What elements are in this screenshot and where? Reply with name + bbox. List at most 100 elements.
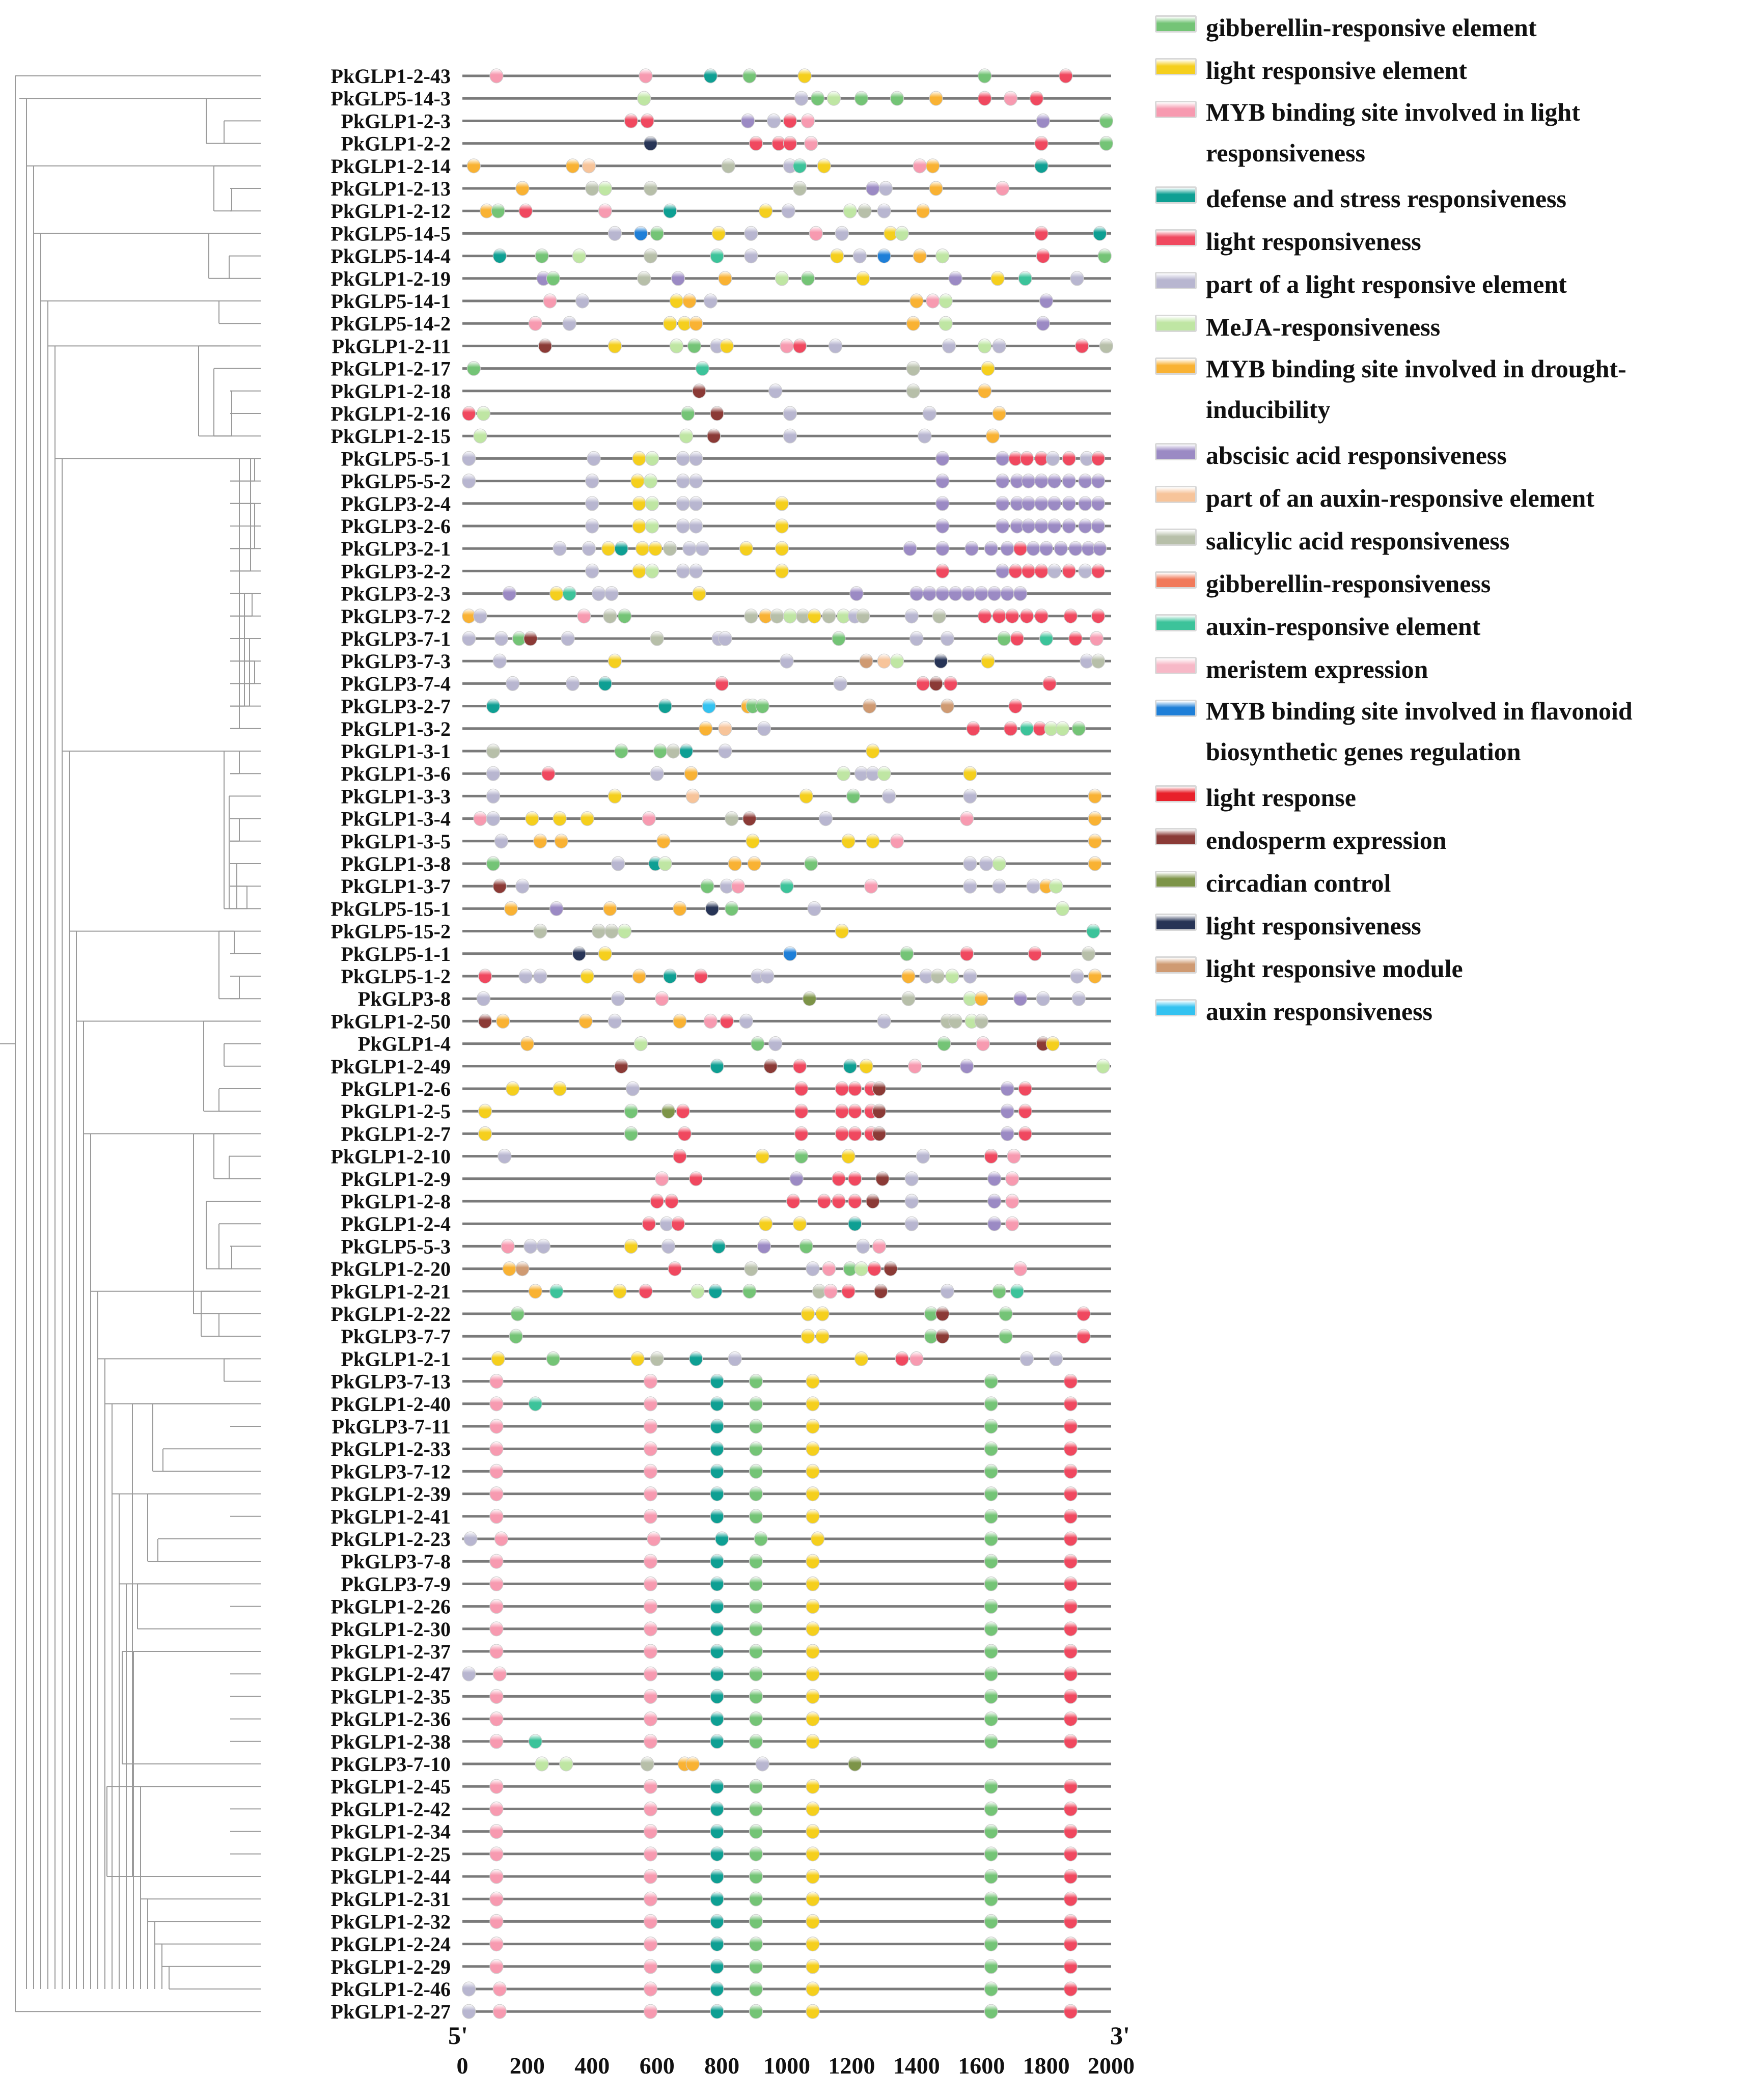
motif-myb_drought <box>554 834 568 849</box>
gene-label: PkGLP1-2-27 <box>330 2000 451 2023</box>
motif-defense <box>710 1891 724 1906</box>
motif-aba <box>849 586 864 601</box>
motif-gib <box>749 1396 763 1412</box>
gene-row: PkGLP1-2-16 <box>330 402 1111 425</box>
motif-light_resp <box>1077 1329 1091 1344</box>
motif-part_lre <box>473 609 487 624</box>
motif-part_lre <box>833 676 847 692</box>
motif-myb_light <box>823 1284 838 1299</box>
motif-gib <box>681 406 695 421</box>
motif-part_lre <box>462 473 476 489</box>
motif-light_resp <box>689 1171 703 1186</box>
motif-gib <box>984 1621 998 1637</box>
motif-light_resp <box>841 1284 856 1299</box>
gene-row: PkGLP1-2-45 <box>330 1775 1111 1798</box>
gene-label: PkGLP1-2-29 <box>330 1955 451 1978</box>
legend-swatch <box>1155 571 1197 589</box>
motif-part_lre <box>536 1238 550 1254</box>
gene-label: PkGLP5-5-1 <box>341 447 451 470</box>
gene-label: PkGLP1-2-42 <box>330 1798 451 1820</box>
motif-gib <box>1099 113 1114 128</box>
motif-defense <box>689 1351 703 1366</box>
motif-gib <box>854 91 869 106</box>
motif-lre <box>797 68 812 84</box>
gene-row: PkGLP1-2-33 <box>330 1438 1111 1460</box>
motif-endosperm <box>875 1171 890 1186</box>
motif-defense <box>710 1419 724 1434</box>
motif-part_lre <box>515 878 530 894</box>
gene-row: PkGLP5-5-2 <box>341 470 1111 493</box>
motif-light_resp <box>1063 1419 1078 1434</box>
motif-aba <box>935 451 950 466</box>
legend-label: auxin-responsive element <box>1206 612 1481 641</box>
motif-part_lre <box>689 451 703 466</box>
motif-part_lre <box>689 518 703 534</box>
gene-row: PkGLP1-3-1 <box>341 740 1111 763</box>
motif-light_resp <box>1034 563 1049 579</box>
gene-row: PkGLP5-14-5 <box>330 222 1111 245</box>
motif-myb_light <box>643 1734 658 1749</box>
motif-lre <box>799 788 813 804</box>
gene-row: PkGLP1-2-49 <box>330 1055 1111 1078</box>
motif-myb_light <box>489 1801 504 1816</box>
motif-myb_drought <box>515 181 530 196</box>
gene-label: PkGLP1-2-20 <box>330 1258 451 1281</box>
motif-lre <box>553 811 567 826</box>
motif-light_resp <box>835 1081 849 1096</box>
motif-lre <box>806 1621 820 1637</box>
motif-light_resp <box>1063 1644 1078 1659</box>
motif-light_resp <box>916 676 930 692</box>
motif-light_resp <box>835 1126 849 1141</box>
motif-aba <box>987 1216 1002 1231</box>
motif-lre <box>663 316 677 331</box>
motif-light_resp <box>1034 609 1049 624</box>
legend-item-light_resp2: light responsiveness <box>1155 904 1735 947</box>
motif-light_resp <box>1063 609 1078 624</box>
motif-light_resp <box>1063 1891 1078 1906</box>
motif-auxin_el <box>792 158 807 174</box>
motif-part_lre <box>766 113 781 128</box>
motif-light_resp <box>1063 1441 1078 1456</box>
gene-row: PkGLP1-2-3 <box>341 109 1114 132</box>
motif-aba <box>1062 496 1076 511</box>
motif-light_resp <box>1077 1306 1091 1321</box>
motif-aba <box>996 518 1010 534</box>
motif-light_resp <box>676 1103 690 1119</box>
motif-myb_light <box>822 1261 836 1277</box>
motif-myb_light <box>489 1959 504 1974</box>
motif-endosperm <box>866 1194 880 1209</box>
gene-row: PkGLP1-2-21 <box>330 1280 1111 1303</box>
motif-meja <box>637 91 651 106</box>
gene-label: PkGLP1-2-50 <box>330 1010 451 1033</box>
motif-gib <box>754 1531 768 1546</box>
motif-myb_light <box>489 1486 504 1502</box>
motif-aba <box>1039 541 1054 556</box>
gene-label: PkGLP5-14-1 <box>330 290 451 313</box>
legend-label: auxin responsiveness <box>1206 997 1433 1026</box>
motif-gib <box>984 1801 998 1816</box>
motif-aba <box>866 181 880 196</box>
motif-defense <box>710 1621 724 1637</box>
motif-part_lre <box>806 1261 820 1277</box>
motif-light_resp <box>848 1171 862 1186</box>
gene-row: PkGLP3-2-2 <box>341 560 1111 583</box>
motif-light_resp <box>1063 1554 1078 1569</box>
motif-gib <box>984 1779 998 1794</box>
motif-aba <box>1013 586 1028 601</box>
motif-gib <box>751 1036 765 1052</box>
motif-aba <box>1034 473 1049 489</box>
gene-label: PkGLP1-3-7 <box>341 875 451 898</box>
motif-lre <box>806 1734 820 1749</box>
motif-meja <box>836 766 851 781</box>
motif-light_resp <box>895 1351 909 1366</box>
gene-label: PkGLP5-1-1 <box>341 943 451 965</box>
gene-label: PkGLP1-2-7 <box>341 1122 451 1145</box>
motif-myb_drought <box>985 428 1000 444</box>
motif-light_resp <box>1063 1914 1078 1929</box>
motif-part_lre <box>462 451 476 466</box>
motif-sa <box>650 631 664 646</box>
motif-light_resp <box>848 1103 862 1119</box>
motif-gib <box>801 271 815 286</box>
motif-light_resp <box>1063 1981 1078 1997</box>
motif-light_resp <box>1021 563 1036 579</box>
